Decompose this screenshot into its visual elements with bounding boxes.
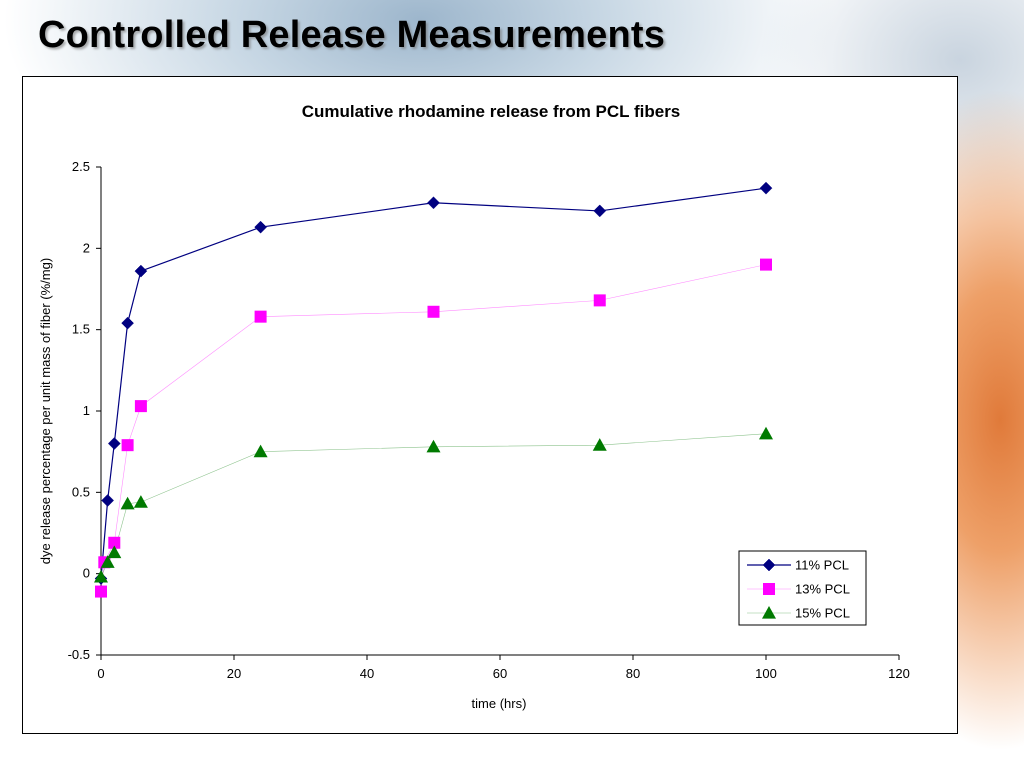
data-point-series-3 [759, 426, 773, 440]
y-axis-title: dye release percentage per unit mass of … [38, 258, 53, 564]
chart-title: Cumulative rhodamine release from PCL fi… [302, 102, 681, 121]
legend-marker [762, 558, 776, 572]
x-tick-label: 0 [97, 666, 104, 681]
slide-title: Controlled Release Measurements [38, 14, 666, 56]
data-point-series-1 [254, 220, 267, 234]
chart-frame: Cumulative rhodamine release from PCL fi… [22, 76, 958, 734]
data-point-series-2 [108, 536, 121, 549]
series-line-3 [100, 433, 767, 578]
data-point-series-3 [100, 555, 115, 568]
y-tick-label: 0 [83, 566, 90, 581]
chart-series-markers [94, 181, 773, 598]
x-tick-label: 120 [888, 666, 910, 681]
data-point-series-3 [426, 439, 441, 453]
x-tick-label: 60 [493, 666, 507, 681]
y-tick-label: 1 [83, 403, 90, 418]
x-tick-label: 100 [755, 666, 777, 681]
legend-marker [763, 583, 775, 595]
y-tick-label: 2 [83, 240, 90, 255]
data-point-series-1 [121, 316, 134, 330]
data-point-series-3 [94, 569, 108, 583]
y-tick-label: -0.5 [68, 647, 90, 662]
x-axis-title: time (hrs) [472, 696, 527, 711]
chart-series-lines [100, 187, 767, 592]
chart-tick-labels: -0.5 0 0.5 1 1.5 2 2.5 0 20 40 60 80 100 120 [68, 159, 910, 681]
x-tick-label: 20 [227, 666, 241, 681]
y-tick-label: 1.5 [72, 322, 90, 337]
legend-box [738, 550, 867, 626]
chart-legend: 11% PCL 13% PCL 15% PCL [738, 550, 867, 626]
x-tick-label: 40 [360, 666, 374, 681]
data-point-series-1 [101, 494, 115, 507]
data-point-series-3 [107, 545, 122, 559]
data-point-series-2 [760, 258, 772, 271]
legend-label: 15% PCL [795, 606, 850, 621]
release-chart: Cumulative rhodamine release from PCL fi… [38, 102, 910, 711]
data-point-series-2 [593, 294, 606, 307]
data-point-series-2 [427, 305, 440, 318]
data-point-series-1 [134, 264, 148, 278]
y-tick-label: 0.5 [72, 484, 90, 499]
data-point-series-2 [134, 400, 147, 413]
data-point-series-3 [253, 444, 268, 458]
data-point-series-2 [254, 310, 267, 323]
data-point-series-2 [95, 585, 107, 598]
data-point-series-1 [107, 437, 121, 450]
data-point-series-3 [592, 438, 607, 451]
legend-label: 11% PCL [795, 558, 849, 573]
series-line-1 [100, 187, 767, 579]
data-point-series-1 [593, 204, 607, 218]
legend-marker [762, 606, 776, 619]
y-tick-label: 2.5 [72, 159, 90, 174]
data-point-series-1 [427, 196, 440, 210]
data-point-series-3 [133, 495, 148, 508]
data-point-series-3 [120, 496, 135, 510]
legend-label: 13% PCL [795, 582, 850, 597]
x-tick-label: 80 [626, 666, 640, 681]
data-point-series-1 [759, 181, 773, 195]
data-point-series-2 [121, 439, 134, 452]
